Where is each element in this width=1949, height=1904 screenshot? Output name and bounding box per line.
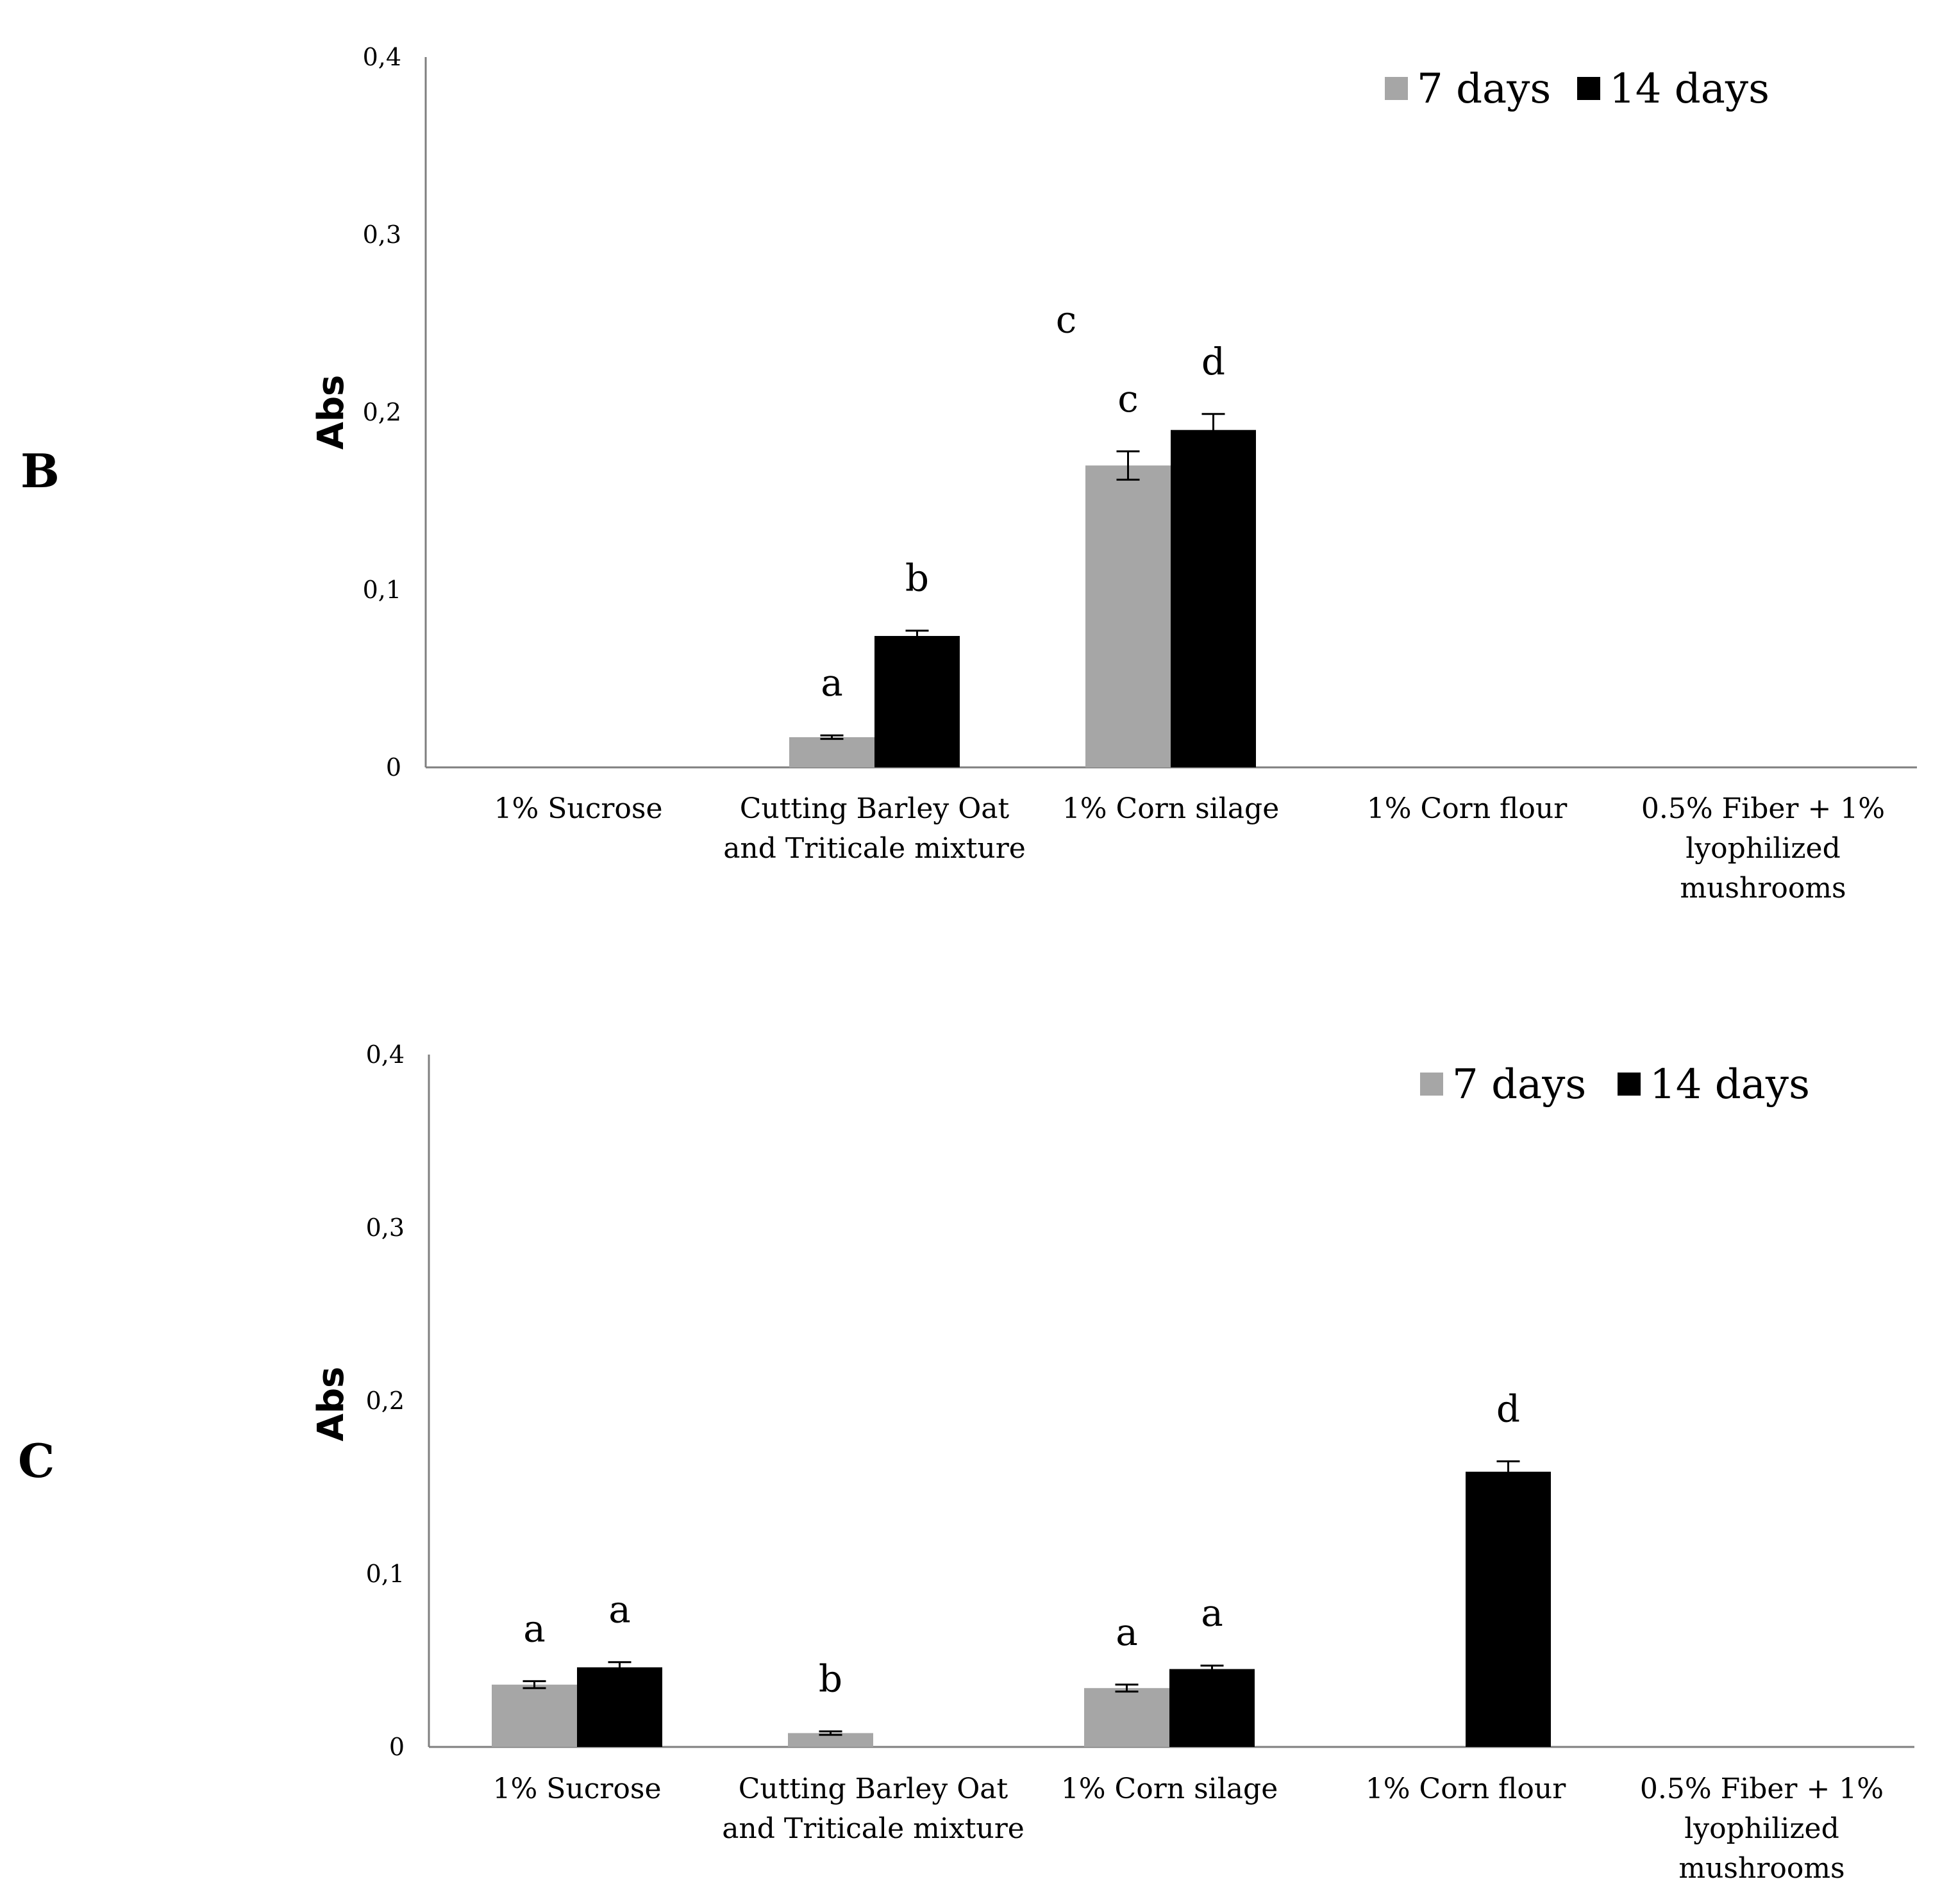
y-tick-label: 0,2 xyxy=(363,398,401,426)
legend-label: 14 days xyxy=(1609,65,1769,113)
y-tick-label: 0,4 xyxy=(363,43,401,71)
bar xyxy=(1466,1471,1551,1747)
bar xyxy=(577,1667,662,1747)
legend-label: 7 days xyxy=(1417,65,1551,113)
significance-letter: c xyxy=(1056,297,1076,341)
category-label: lyophilized xyxy=(1686,832,1841,865)
chart-panel-c: 0 0,1 0,2 0,3 0,4 Abs 1% Sucrose Cutting Barley… xyxy=(310,1040,1914,1885)
significance-letter: b xyxy=(819,1657,842,1701)
category-label: 1% Corn silage xyxy=(1062,792,1279,825)
y-tick-label: 0 xyxy=(386,753,401,781)
y-tick-label: 0,3 xyxy=(363,221,401,249)
panel-label-b: B xyxy=(21,444,60,498)
category-label: 1% Corn silage xyxy=(1061,1773,1278,1805)
y-tick-label: 0,1 xyxy=(366,1560,405,1588)
significance-letter: a xyxy=(821,661,843,705)
category-label: and Triticale mixture xyxy=(723,832,1026,865)
category-label: 1% Sucrose xyxy=(494,792,662,825)
y-tick-label: 0 xyxy=(389,1733,405,1761)
y-axis-label: Abs xyxy=(310,375,352,450)
bar xyxy=(874,636,960,767)
legend-swatch xyxy=(1618,1073,1641,1096)
category-label: lyophilized xyxy=(1684,1812,1839,1845)
category-label: 1% Sucrose xyxy=(492,1773,661,1805)
significance-letter: a xyxy=(608,1588,631,1632)
legend-swatch xyxy=(1420,1073,1443,1096)
legend-swatch xyxy=(1577,77,1600,100)
category-label: 1% Corn flour xyxy=(1366,1773,1566,1805)
y-tick-label: 0,4 xyxy=(366,1040,405,1069)
bar xyxy=(789,737,874,767)
category-label: mushrooms xyxy=(1680,872,1846,905)
category-label: and Triticale mixture xyxy=(722,1812,1025,1845)
bar xyxy=(1169,1669,1255,1747)
y-axis-label: Abs xyxy=(310,1367,352,1442)
significance-letter: a xyxy=(1201,1591,1223,1635)
significance-letter: b xyxy=(905,556,929,600)
significance-letter: a xyxy=(1116,1610,1138,1654)
significance-letter: d xyxy=(1496,1387,1520,1431)
significance-letter: d xyxy=(1201,340,1225,383)
y-tick-label: 0,2 xyxy=(366,1387,405,1415)
bar xyxy=(788,1733,873,1747)
chart-panel-b: 0 0,1 0,2 0,3 0,4 Abs 1% Sucrose Cutting Barley… xyxy=(310,43,1917,905)
bar xyxy=(492,1684,577,1747)
bar xyxy=(1085,465,1171,767)
panel-label-c: C xyxy=(18,1433,54,1488)
y-tick-label: 0,1 xyxy=(363,576,401,604)
legend-swatch xyxy=(1385,77,1408,100)
category-label: Cutting Barley Oat xyxy=(739,1773,1008,1805)
legend-label: 7 days xyxy=(1452,1061,1586,1108)
category-label: mushrooms xyxy=(1678,1852,1844,1885)
category-label: 0.5% Fiber + 1% xyxy=(1640,1773,1884,1805)
category-label: Cutting Barley Oat xyxy=(740,792,1010,825)
significance-letter: a xyxy=(523,1607,546,1650)
bar xyxy=(1171,430,1256,767)
bar xyxy=(1084,1688,1169,1747)
category-label: 0.5% Fiber + 1% xyxy=(1641,792,1885,825)
legend-label: 14 days xyxy=(1650,1061,1810,1108)
category-label: 1% Corn flour xyxy=(1367,792,1568,825)
significance-letter: c xyxy=(1117,377,1138,421)
y-tick-label: 0,3 xyxy=(366,1214,405,1242)
